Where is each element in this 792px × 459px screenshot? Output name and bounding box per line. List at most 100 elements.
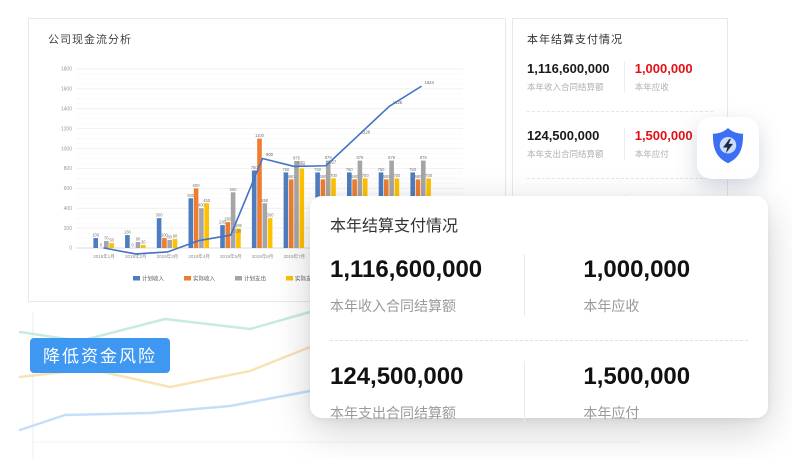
detail-payable-label: 本年应付 (583, 405, 640, 421)
svg-text:2019年4月: 2019年4月 (188, 253, 210, 260)
svg-text:实际收入: 实际收入 (193, 275, 216, 283)
svg-text:690: 690 (288, 174, 296, 179)
receivable-label: 本年应收 (634, 82, 669, 92)
svg-text:1200: 1200 (61, 126, 72, 132)
payable-value: 1,500,000 (634, 128, 693, 143)
svg-text:800: 800 (298, 163, 306, 168)
svg-text:70: 70 (104, 236, 109, 241)
svg-text:2019年2月: 2019年2月 (125, 253, 147, 260)
svg-text:195: 195 (235, 223, 243, 228)
svg-text:2019年6月: 2019年6月 (252, 253, 274, 260)
svg-text:875: 875 (293, 155, 301, 160)
detail-receivable-value: 1,000,000 (583, 256, 691, 283)
svg-text:1425: 1425 (393, 100, 403, 105)
svg-text:1600: 1600 (61, 87, 72, 93)
chart-title: 公司现金流分析 (48, 34, 132, 46)
svg-text:50: 50 (109, 238, 114, 243)
svg-text:100: 100 (161, 233, 169, 238)
svg-text:500: 500 (187, 193, 195, 198)
detail-income-value: 1,116,600,000 (330, 256, 483, 283)
svg-text:879: 879 (356, 155, 364, 160)
summary-title: 本年结算支付情况 (527, 34, 623, 46)
summary-row-income: 1,116,600,000 本年收入合同结算额 1,000,000 本年应收 (527, 57, 713, 99)
detail-title: 本年结算支付情况 (330, 218, 459, 235)
svg-text:800: 800 (64, 166, 73, 172)
svg-text:0: 0 (69, 246, 72, 252)
detail-row-income: 1,116,600,000 本年收入合同结算额 1,000,000 本年应收 (330, 250, 748, 320)
svg-text:计划收入: 计划收入 (142, 275, 165, 283)
svg-text:780: 780 (251, 165, 259, 170)
svg-text:30: 30 (141, 240, 146, 245)
svg-text:450: 450 (261, 198, 269, 203)
svg-text:230: 230 (219, 220, 227, 225)
detail-row-expense: 124,500,000 本年支出合同结算额 1,500,000 本年应付 (330, 357, 748, 427)
svg-text:计划支出: 计划支出 (244, 275, 266, 283)
svg-text:1800: 1800 (61, 67, 72, 73)
detail-receivable-label: 本年应收 (583, 298, 640, 314)
divider (527, 111, 713, 112)
svg-text:2019年1月: 2019年1月 (93, 253, 115, 260)
svg-text:879: 879 (325, 155, 333, 160)
detail-payable-value: 1,500,000 (583, 363, 691, 390)
settlement-detail-popover: 本年结算支付情况 1,116,600,000 本年收入合同结算额 1,000,0… (310, 196, 768, 423)
svg-text:700: 700 (393, 173, 401, 178)
svg-text:560: 560 (230, 187, 238, 192)
svg-text:2019年5月: 2019年5月 (220, 253, 242, 260)
svg-text:260: 260 (224, 217, 232, 222)
divider (527, 178, 713, 179)
svg-text:400: 400 (198, 203, 206, 208)
summary-row-expense: 124,500,000 本年支出合同结算额 1,500,000 本年应付 (527, 124, 713, 166)
payable-label: 本年应付 (634, 149, 669, 159)
svg-text:130: 130 (124, 230, 132, 235)
shield-lightning-icon (705, 123, 751, 174)
svg-text:760: 760 (409, 167, 417, 172)
security-shield-badge (697, 117, 759, 179)
svg-text:700: 700 (362, 173, 370, 178)
svg-text:2019年7月: 2019年7月 (283, 253, 305, 260)
svg-text:879: 879 (420, 155, 428, 160)
svg-text:690: 690 (415, 174, 423, 179)
detail-expense-label: 本年支出合同结算额 (330, 405, 456, 421)
svg-text:690: 690 (319, 174, 327, 179)
svg-text:300: 300 (267, 213, 275, 218)
svg-text:0: 0 (100, 243, 103, 248)
detail-expense-value: 124,500,000 (330, 363, 464, 390)
svg-text:690: 690 (351, 174, 359, 179)
svg-text:100: 100 (92, 233, 100, 238)
receivable-value: 1,000,000 (634, 61, 693, 76)
svg-text:450: 450 (203, 198, 211, 203)
svg-text:900: 900 (266, 152, 274, 157)
svg-text:600: 600 (64, 186, 73, 192)
svg-text:600: 600 (193, 183, 201, 188)
svg-text:760: 760 (346, 167, 354, 172)
svg-text:60: 60 (136, 237, 141, 242)
svg-text:760: 760 (282, 167, 290, 172)
svg-text:1100: 1100 (255, 133, 265, 138)
income-settlement-value: 1,116,600,000 (527, 61, 610, 76)
expense-settlement-value: 124,500,000 (527, 128, 600, 143)
svg-text:1400: 1400 (61, 106, 72, 112)
income-settlement-label: 本年收入合同结算额 (527, 82, 604, 92)
svg-text:820: 820 (298, 160, 306, 165)
svg-text:实际支出: 实际支出 (295, 275, 317, 283)
svg-text:400: 400 (64, 206, 73, 212)
svg-text:760: 760 (314, 167, 322, 172)
svg-text:0: 0 (132, 243, 135, 248)
svg-text:2019年3月: 2019年3月 (157, 253, 179, 260)
svg-text:760: 760 (378, 167, 386, 172)
risk-reduction-tag: 降低资金风险 (30, 338, 170, 373)
svg-text:690: 690 (383, 174, 391, 179)
svg-text:1624: 1624 (425, 80, 435, 85)
svg-text:1000: 1000 (61, 146, 72, 152)
svg-text:1126: 1126 (361, 130, 371, 135)
svg-text:827: 827 (329, 159, 337, 164)
divider (330, 340, 748, 341)
svg-text:80: 80 (167, 235, 172, 240)
expense-settlement-label: 本年支出合同结算额 (527, 149, 604, 159)
svg-text:200: 200 (64, 226, 73, 232)
svg-text:90: 90 (173, 234, 178, 239)
svg-text:700: 700 (330, 173, 338, 178)
svg-text:879: 879 (388, 155, 396, 160)
svg-text:300: 300 (156, 213, 164, 218)
